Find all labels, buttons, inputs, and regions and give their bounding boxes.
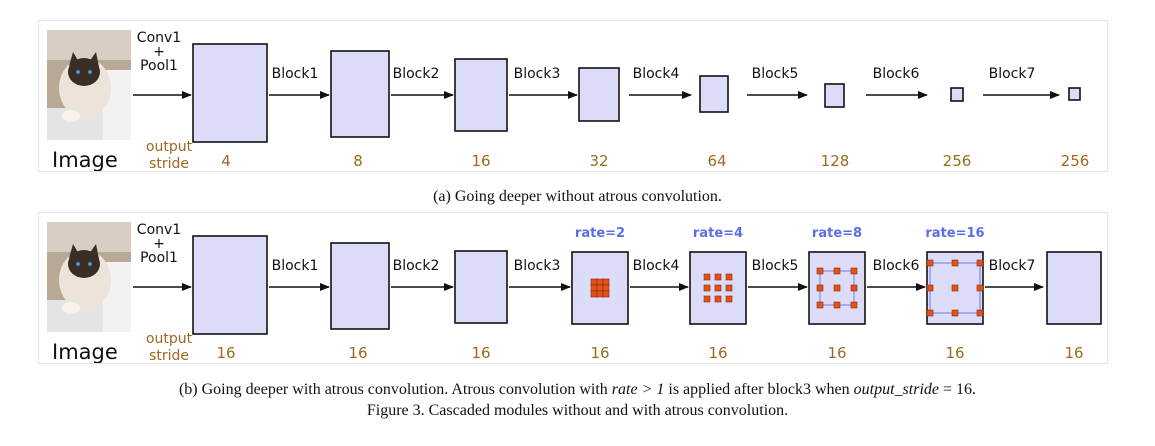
b-stem-label-2: Pool1 <box>140 250 178 266</box>
a-block-label-5: Block5 <box>752 66 799 82</box>
b-stride-5: 16 <box>827 344 846 362</box>
panel-b-with-atrous: Image Conv1 + Pool1 output stride Block1 Block2… <box>38 212 1108 364</box>
caption-b-math-rate: rate > 1 <box>611 381 665 398</box>
a-feature-map-3 <box>578 67 620 122</box>
b-rate-label-2: rate=8 <box>812 226 862 241</box>
a-stride-6: 256 <box>943 152 972 170</box>
a-feature-map-5 <box>824 83 845 108</box>
b-feature-map-1 <box>330 242 390 330</box>
panel-a-without-atrous: Image Conv1 + Pool1 output stride Block1 Block2… <box>38 20 1108 172</box>
b-image-label: Image <box>52 340 118 363</box>
a-image-label: Image <box>52 148 118 171</box>
b-stride-7: 16 <box>1064 344 1083 362</box>
caption-b-math-os: output_stride <box>853 381 939 398</box>
b-output-stride-label-0: output <box>146 331 193 347</box>
b-atrous-kernel-3 <box>926 259 984 317</box>
a-block-label-3: Block3 <box>514 66 561 82</box>
a-cat-photo <box>47 30 131 140</box>
a-stride-2: 16 <box>471 152 490 170</box>
b-output-stride-label-1: stride <box>149 348 189 363</box>
a-stem-label-1: + <box>153 44 165 60</box>
b-atrous-kernel-1 <box>703 273 733 303</box>
b-stride-0: 16 <box>216 344 235 362</box>
figure-caption: Figure 3. Cascaded modules without and w… <box>366 402 789 419</box>
a-feature-map-7 <box>1068 87 1081 101</box>
b-stride-6: 16 <box>945 344 964 362</box>
b-feature-map-0 <box>192 235 268 335</box>
b-block-label-6: Block6 <box>873 258 920 274</box>
b-stem-label-1: + <box>153 236 165 252</box>
a-feature-map-0 <box>192 43 268 143</box>
b-atrous-kernel-2 <box>816 267 858 309</box>
a-stride-3: 32 <box>589 152 608 170</box>
a-stem-label-2: Pool1 <box>140 58 178 74</box>
b-stem-label-0: Conv1 <box>137 222 181 238</box>
b-stride-4: 16 <box>708 344 727 362</box>
a-block-label-4: Block4 <box>633 66 680 82</box>
b-cat-photo <box>47 222 131 332</box>
a-feature-map-4 <box>699 75 729 113</box>
caption-b-mid: is applied after block3 when <box>664 381 854 398</box>
a-stride-4: 64 <box>707 152 726 170</box>
b-stride-1: 16 <box>348 344 367 362</box>
b-block-label-1: Block1 <box>272 258 319 274</box>
a-feature-map-6 <box>950 87 964 102</box>
a-output-stride-label-0: output <box>146 139 193 155</box>
caption-b: (b) Going deeper with atrous convolution… <box>0 381 1155 399</box>
a-stride-7: 256 <box>1061 152 1090 170</box>
a-block-label-1: Block1 <box>272 66 319 82</box>
b-stride-2: 16 <box>471 344 490 362</box>
b-block-label-4: Block4 <box>633 258 680 274</box>
a-block-label-2: Block2 <box>393 66 440 82</box>
b-block-label-3: Block3 <box>514 258 561 274</box>
a-stride-5: 128 <box>821 152 850 170</box>
caption-a: (a) Going deeper without atrous convolut… <box>433 188 722 205</box>
b-feature-map-7 <box>1046 251 1102 325</box>
b-atrous-kernel-0 <box>590 278 610 298</box>
b-stride-3: 16 <box>590 344 609 362</box>
caption-b-pre: (b) Going deeper with atrous convolution… <box>178 381 612 398</box>
a-stride-1: 8 <box>353 152 363 170</box>
a-output-stride-label-1: stride <box>149 156 189 171</box>
b-rate-label-1: rate=4 <box>693 226 743 241</box>
b-block-label-7: Block7 <box>989 258 1036 274</box>
b-block-label-2: Block2 <box>393 258 440 274</box>
b-feature-map-2 <box>454 250 508 324</box>
a-block-label-6: Block6 <box>873 66 920 82</box>
a-block-label-7: Block7 <box>989 66 1036 82</box>
a-stride-0: 4 <box>221 152 231 170</box>
caption-b-post: = 16. <box>939 381 977 398</box>
a-stem-label-0: Conv1 <box>137 30 181 46</box>
b-rate-label-3: rate=16 <box>925 226 984 241</box>
b-block-label-5: Block5 <box>752 258 799 274</box>
a-feature-map-1 <box>330 50 390 138</box>
a-feature-map-2 <box>454 58 508 132</box>
b-rate-label-0: rate=2 <box>575 226 625 241</box>
